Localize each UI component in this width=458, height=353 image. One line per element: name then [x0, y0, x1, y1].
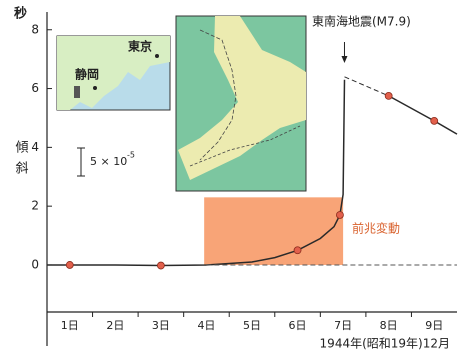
- y-tick-label: 4: [31, 140, 39, 154]
- x-tick-label: 5日: [243, 319, 261, 332]
- y-unit: 秒: [14, 6, 27, 22]
- data-point: [157, 262, 164, 269]
- scale-bar-exponent: -5: [127, 151, 135, 160]
- data-point: [336, 211, 343, 218]
- x-tick-label: 3日: [152, 319, 170, 332]
- inset-map-large: [176, 16, 306, 191]
- inset-area: [74, 86, 80, 98]
- inset-map-small: [57, 36, 170, 110]
- x-axis-label: 1944年(昭和19年)12月: [320, 337, 450, 351]
- y-axis-label: 傾斜: [13, 140, 29, 182]
- data-point: [66, 261, 73, 268]
- y-tick-label: 0: [31, 257, 39, 271]
- y-tick-label: 8: [31, 22, 39, 36]
- precursor-region: [204, 197, 343, 265]
- x-tick-label: 7日: [334, 319, 352, 332]
- data-point: [385, 92, 392, 99]
- x-tick-label: 2日: [106, 319, 124, 332]
- event-label: 東南海地震(M7.9): [312, 14, 411, 29]
- region-label: 前兆変動: [352, 221, 400, 236]
- x-tick-label: 6日: [289, 319, 307, 332]
- y-tick-label: 2: [31, 199, 39, 213]
- x-tick-label: 1日: [61, 319, 79, 332]
- x-tick-label: 4日: [197, 319, 215, 332]
- inset-label: 東京: [128, 39, 152, 54]
- data-point: [431, 117, 438, 124]
- inset-label: 静岡: [75, 67, 99, 82]
- y-tick-label: 6: [31, 81, 39, 95]
- chart: 東京 静岡 5 × 10 -5 秒 傾斜 1944年(昭和19年)12月 前兆変…: [0, 0, 458, 353]
- x-tick-label: 9日: [425, 319, 443, 332]
- data-point: [294, 247, 301, 254]
- x-tick-label: 8日: [380, 319, 398, 332]
- scale-bar-label: 5 × 10: [90, 155, 127, 168]
